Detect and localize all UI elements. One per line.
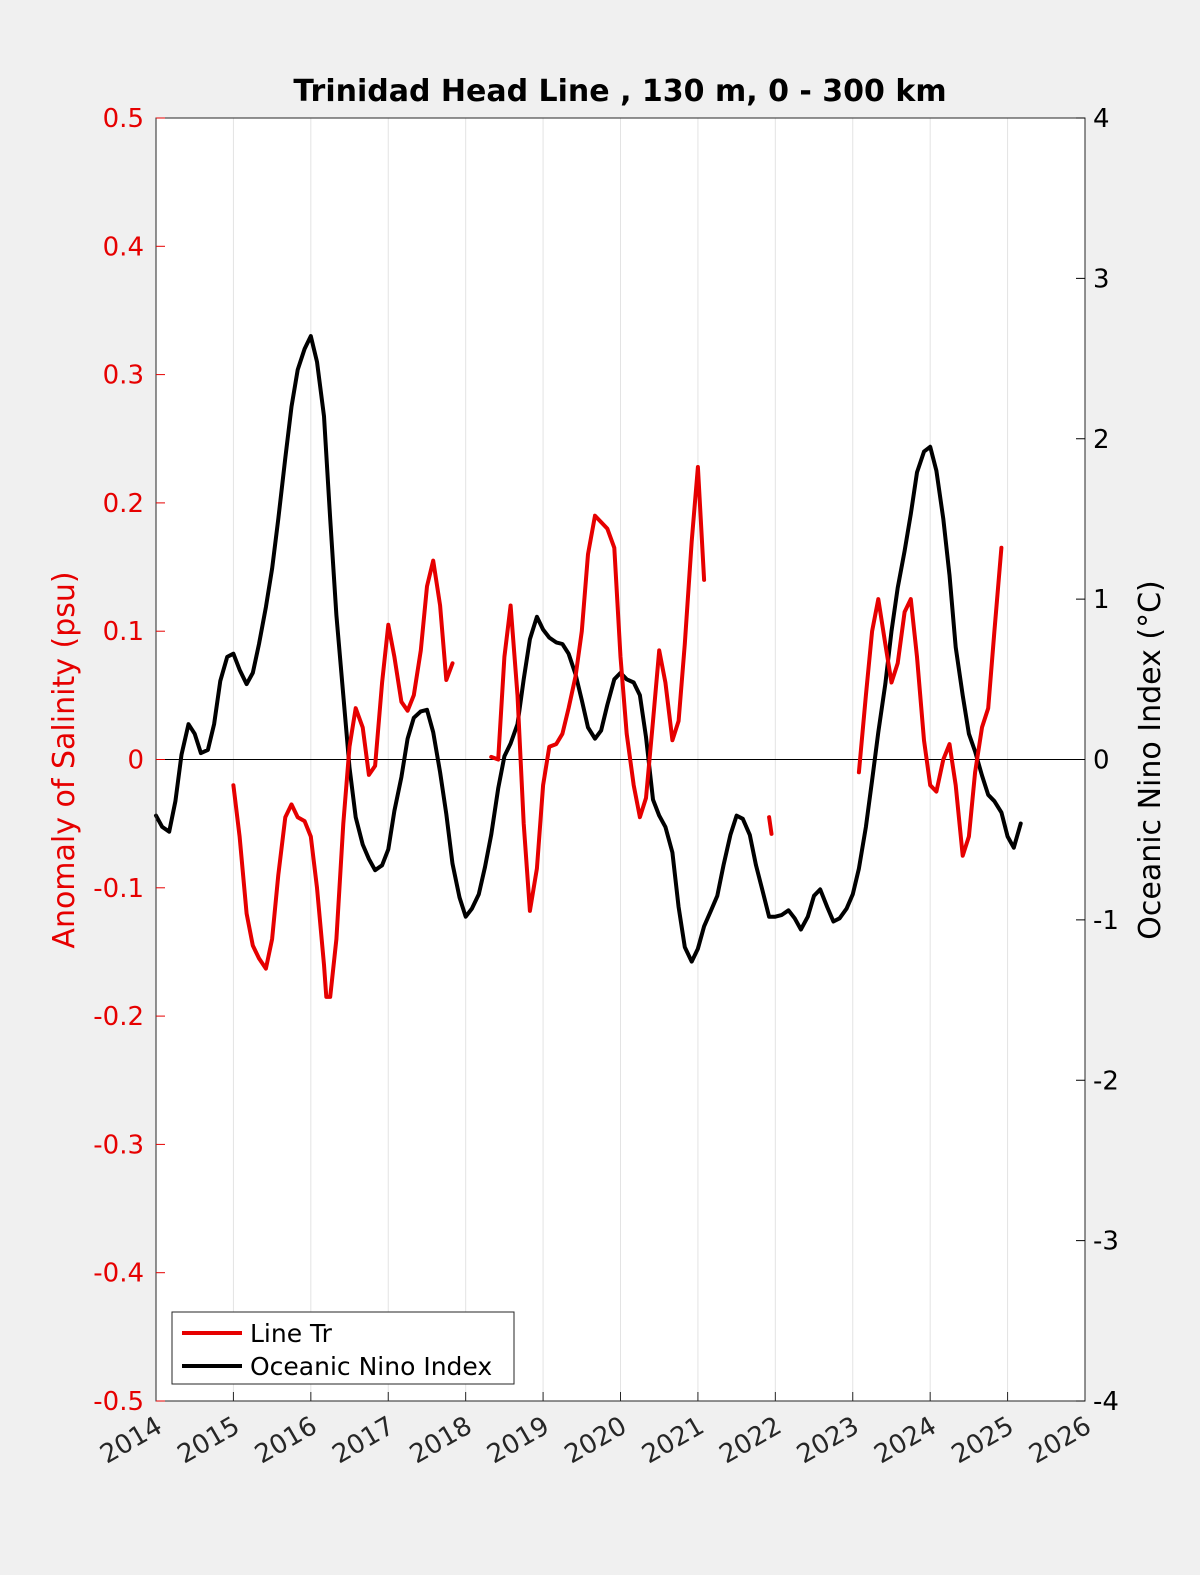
left-y-axis: -0.5 -0.4 -0.3 -0.2 -0.1 0 0.1 0.2 0.3 0.4 0.5 — [93, 104, 165, 1417]
x-tick-label: 2020 — [560, 1411, 632, 1470]
x-tick-label: 2019 — [482, 1411, 554, 1470]
x-axis: 2014 2015 2016 2017 2018 2019 2020 2021 2022 2023… — [95, 1392, 1097, 1470]
right-y-tick-label: -2 — [1093, 1066, 1119, 1096]
left-y-tick-label: 0.1 — [103, 617, 144, 647]
right-y-tick-label: 4 — [1093, 104, 1110, 134]
series-line-tr — [767, 815, 774, 836]
legend: Line Tr Oceanic Nino Index — [171, 1311, 515, 1385]
series-line-tr — [489, 465, 707, 913]
series-oni — [154, 334, 1023, 964]
left-y-tick-label: 0.2 — [103, 489, 144, 519]
legend-line-tr-label: Line Tr — [250, 1319, 333, 1348]
left-y-tick-label: -0.5 — [93, 1387, 144, 1417]
left-y-tick-label: 0 — [127, 746, 144, 776]
right-y-tick-label: -3 — [1093, 1227, 1119, 1257]
x-tick-label: 2025 — [947, 1411, 1019, 1470]
left-y-tick-label: 0.4 — [103, 232, 144, 262]
x-tick-label: 2026 — [1024, 1411, 1096, 1470]
legend-box — [171, 1311, 515, 1385]
right-y-tick-label: 0 — [1093, 746, 1110, 776]
left-y-tick-label: -0.3 — [93, 1130, 144, 1160]
left-y-tick-label: -0.2 — [93, 1002, 144, 1032]
x-tick-label: 2024 — [869, 1411, 941, 1470]
left-y-axis-label: Anomaly of Salinity (psu) — [47, 571, 82, 948]
x-tick-label: 2014 — [95, 1411, 167, 1470]
right-y-tick-label: 3 — [1093, 264, 1110, 294]
x-tick-label: 2018 — [405, 1411, 477, 1470]
x-tick-label: 2016 — [250, 1411, 322, 1470]
chart-title: Trinidad Head Line , 130 m, 0 - 300 km — [293, 74, 946, 109]
left-y-tick-label: -0.1 — [93, 874, 144, 904]
left-y-tick-label: -0.4 — [93, 1259, 144, 1289]
left-y-tick-label: 0.5 — [103, 104, 144, 134]
series-line-tr — [231, 558, 455, 999]
x-tick-label: 2021 — [637, 1411, 709, 1470]
series-layer — [154, 334, 1023, 999]
x-tick-label: 2015 — [173, 1411, 245, 1470]
series-line-tr — [856, 545, 1004, 858]
right-y-tick-label: 2 — [1093, 425, 1110, 455]
x-tick-label: 2022 — [715, 1411, 787, 1470]
left-y-tick-label: 0.3 — [103, 361, 144, 391]
right-y-axis: -4 -3 -2 -1 0 1 2 3 4 — [1076, 104, 1119, 1417]
right-y-tick-label: -4 — [1093, 1387, 1119, 1417]
x-tick-label: 2023 — [792, 1411, 864, 1470]
right-y-tick-label: -1 — [1093, 906, 1119, 936]
right-y-tick-label: 1 — [1093, 585, 1110, 615]
x-tick-label: 2017 — [327, 1411, 399, 1470]
right-y-axis-label: Oceanic Nino Index (°C) — [1133, 580, 1168, 940]
legend-oni-label: Oceanic Nino Index — [250, 1352, 492, 1381]
